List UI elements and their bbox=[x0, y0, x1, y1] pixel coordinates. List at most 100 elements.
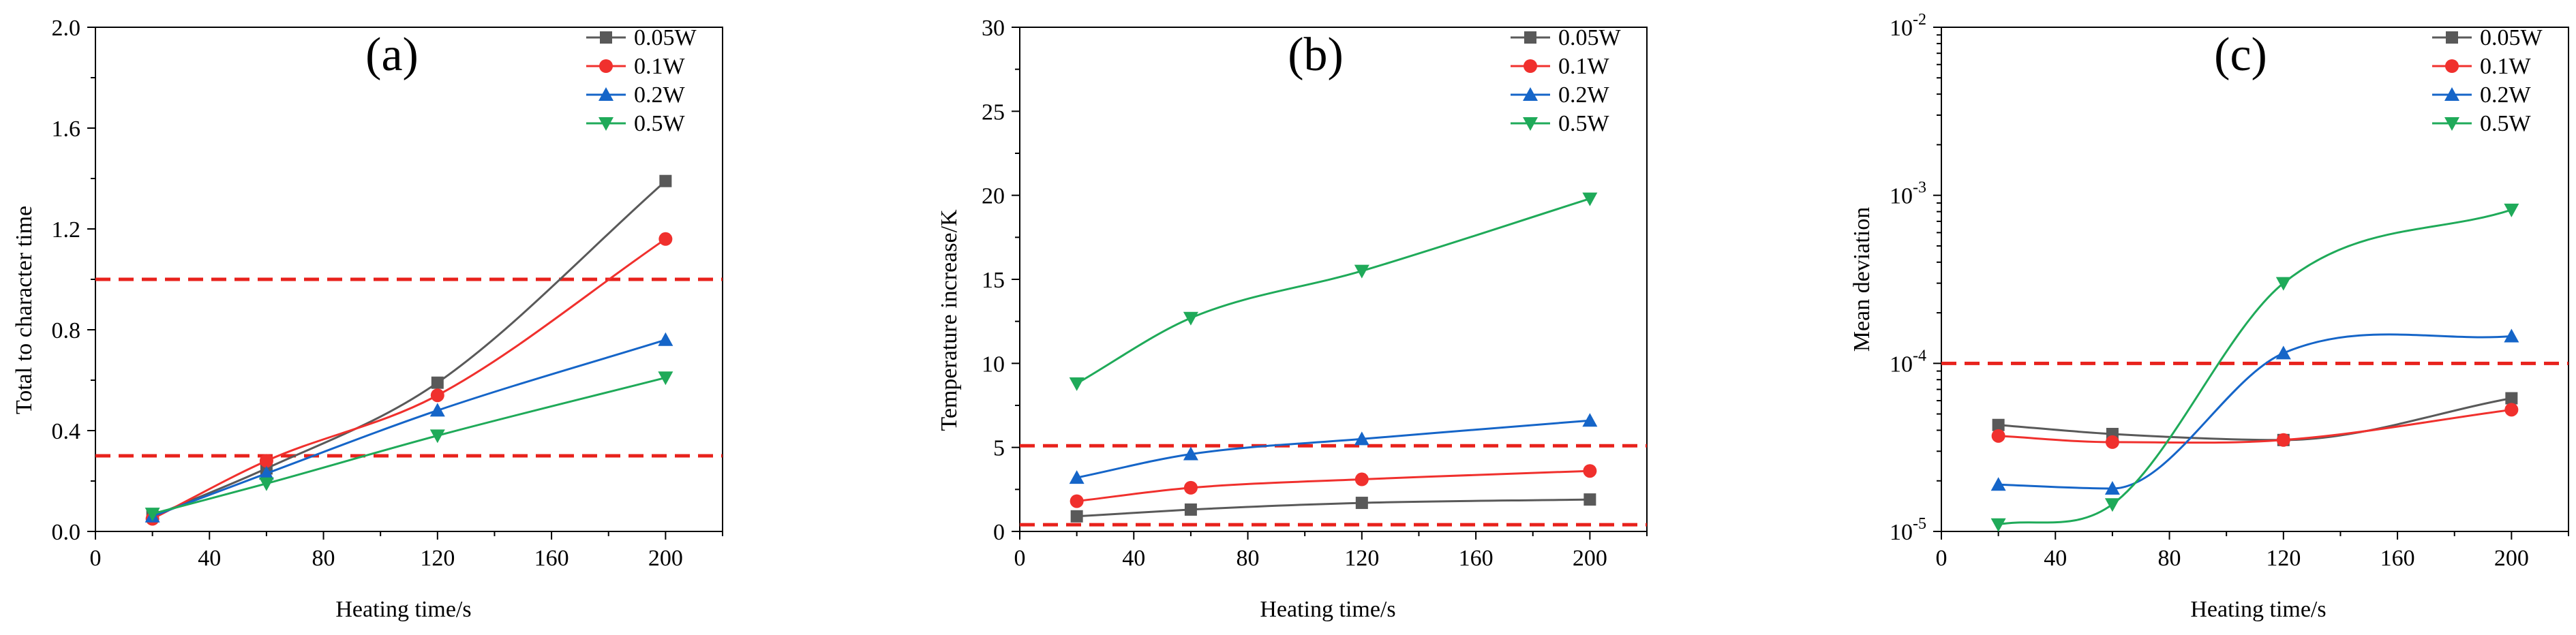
panel-a-y-axis-label: Total to character time bbox=[12, 206, 37, 414]
panel-a-legend-label: 0.2W bbox=[634, 82, 686, 108]
panel-b-data-point-0.1W bbox=[1183, 480, 1198, 495]
panel-c-x-tick-label: 0 bbox=[1936, 546, 1948, 571]
panel-c-y-tick-label: 10-5 bbox=[1890, 515, 1926, 545]
panel-c: 0 40 80 120 160 200 10-5 10-4 10-3 10-2 (c) Heati… bbox=[1849, 11, 2569, 622]
panel-a-reference-lines bbox=[95, 277, 723, 458]
panel-a-data-point-0.1W bbox=[430, 388, 444, 403]
panel-b-series bbox=[1069, 192, 1598, 523]
panel-a-y-tick-label: 1.2 bbox=[52, 217, 81, 243]
panel-c-x-tick-label: 80 bbox=[2158, 546, 2181, 571]
panel-b-x-tick-label: 160 bbox=[1459, 546, 1494, 571]
panel-c-data-point-0.1W bbox=[2504, 403, 2519, 417]
panel-b-data-point-0.1W bbox=[1354, 472, 1369, 486]
panel-a-series-line-0.1W bbox=[151, 238, 667, 520]
panel-b-label: (b) bbox=[1288, 29, 1344, 81]
panel-b-data-point-0.5W bbox=[1354, 264, 1369, 279]
panel-c-data-point-0.2W bbox=[1990, 477, 2006, 491]
panel-a-data-point-0.1W bbox=[658, 232, 673, 246]
panel-b-y-tick-label: 10 bbox=[982, 352, 1005, 377]
panel-c-data-point-0.05W bbox=[1992, 418, 2005, 431]
panel-b-x-tick-label: 120 bbox=[1344, 546, 1379, 571]
panel-b-legend-label: 0.5W bbox=[1558, 111, 1610, 136]
panel-b-data-point-0.5W bbox=[1069, 377, 1085, 391]
panel-a-data-point-0.5W bbox=[145, 508, 160, 522]
panel-c-x-axis-label: Heating time/s bbox=[2190, 597, 2326, 622]
panel-a-legend-marker-0.1W bbox=[599, 59, 613, 73]
panel-b-data-point-0.2W bbox=[1069, 470, 1085, 484]
panel-b-data-point-0.05W bbox=[1355, 497, 1368, 510]
panel-b-y-tick-label: 0 bbox=[993, 520, 1005, 545]
panel-a-series-line-0.05W bbox=[152, 180, 667, 518]
panel-b-data-point-0.2W bbox=[1582, 413, 1598, 427]
panel-b-data-point-0.5W bbox=[1183, 311, 1198, 326]
panel-a-data-point-0.5W bbox=[429, 429, 445, 444]
panel-b-data-point-0.1W bbox=[1070, 494, 1084, 508]
panel-b-data-point-0.05W bbox=[1184, 503, 1197, 516]
panel-a-legend-label: 0.1W bbox=[634, 54, 686, 79]
panel-a-y-tick-label: 1.6 bbox=[52, 117, 81, 142]
panel-b-series-line-0.5W bbox=[1076, 198, 1590, 385]
panel-c-legend-marker-0.2W bbox=[2444, 87, 2459, 101]
panel-b-y-axis-label: Temperature increase/K bbox=[937, 209, 962, 431]
panel-c-legend-label: 0.2W bbox=[2480, 82, 2532, 108]
panel-c-legend-label: 0.05W bbox=[2480, 25, 2543, 50]
panel-b-legend-marker-0.5W bbox=[1523, 117, 1538, 131]
panel-b-legend-label: 0.2W bbox=[1558, 82, 1610, 108]
panel-b-legend: 0.05W 0.1W 0.2W 0.5W bbox=[1511, 25, 1622, 136]
panel-a-x-tick-label: 80 bbox=[312, 546, 335, 571]
panel-a-label: (a) bbox=[365, 29, 419, 81]
panel-c-data-point-0.1W bbox=[2276, 433, 2290, 447]
panel-a-legend-label: 0.05W bbox=[634, 25, 697, 50]
panel-a-x-tick-label: 0 bbox=[90, 546, 102, 571]
panel-b-x-tick-label: 0 bbox=[1014, 546, 1026, 571]
panel-b-data-point-0.05W bbox=[1584, 493, 1596, 506]
panel-c-legend-marker-0.05W bbox=[2446, 31, 2458, 44]
panel-c-series-line-0.2W bbox=[1998, 333, 2512, 490]
panel-a-legend-label: 0.5W bbox=[634, 111, 686, 136]
panel-a-y-tick-label: 0.8 bbox=[52, 318, 81, 343]
panel-c-data-point-0.5W bbox=[2504, 203, 2519, 217]
panel-a-x-axis-label: Heating time/s bbox=[335, 597, 471, 622]
panel-b-legend-marker-0.2W bbox=[1523, 87, 1538, 101]
panel-b-x-tick-label: 80 bbox=[1237, 546, 1260, 571]
panel-c-y-tick-label: 10-3 bbox=[1890, 179, 1926, 209]
panel-c-y-tick-label: 10-4 bbox=[1890, 347, 1926, 377]
panel-b-reference-lines bbox=[1020, 444, 1647, 527]
panel-a-series-line-0.5W bbox=[152, 376, 666, 515]
panel-c-x-tick-label: 40 bbox=[2044, 546, 2067, 571]
panel-c-x-tick-label: 120 bbox=[2266, 546, 2301, 571]
panel-a-series-line-0.2W bbox=[152, 339, 666, 518]
panel-a-x-tick-label: 160 bbox=[534, 546, 569, 571]
panel-c-series-line-0.1W bbox=[1998, 408, 2512, 444]
panel-c-data-point-0.2W bbox=[2104, 481, 2120, 495]
panel-c-data-point-0.2W bbox=[2275, 345, 2291, 360]
panel-a-data-point-0.5W bbox=[658, 371, 673, 386]
panel-c-legend-marker-0.5W bbox=[2444, 117, 2459, 131]
panel-b-x-axis-label: Heating time/s bbox=[1260, 597, 1395, 622]
panel-b-y-tick-label: 20 bbox=[982, 184, 1005, 209]
panel-a-x-tick-label: 40 bbox=[198, 546, 221, 571]
panel-a-data-point-0.2W bbox=[429, 403, 445, 417]
panel-c-ticks: 0 40 80 120 160 200 10-5 10-4 10-3 10-2 bbox=[1890, 11, 2569, 571]
panel-c-legend-label: 0.1W bbox=[2480, 54, 2532, 79]
panel-c-data-point-0.5W bbox=[1990, 518, 2006, 532]
panel-b-series-line-0.1W bbox=[1076, 469, 1590, 503]
panel-c-data-point-0.05W bbox=[2505, 392, 2518, 405]
panel-b-x-tick-label: 40 bbox=[1122, 546, 1145, 571]
panel-a-ticks: 0 40 80 120 160 200 0.0 0.4 0.8 1.2 1.6 2.0 bbox=[52, 16, 723, 571]
panel-c-data-point-0.5W bbox=[2104, 498, 2120, 512]
panel-b-series-line-0.2W bbox=[1076, 419, 1590, 479]
panel-a-legend-marker-0.5W bbox=[598, 117, 613, 131]
panel-c-data-point-0.5W bbox=[2275, 277, 2291, 291]
panel-a-y-tick-label: 0.0 bbox=[52, 520, 81, 545]
panel-c-data-point-0.2W bbox=[2504, 328, 2519, 343]
panel-c-axes bbox=[1941, 27, 2569, 532]
panel-c-y-axis-label: Mean deviation bbox=[1849, 207, 1875, 352]
panel-a: 0 40 80 120 160 200 0.0 0.4 0.8 1.2 1.6 2.0 (a) Hea… bbox=[12, 16, 723, 622]
panel-c-series-line-0.5W bbox=[1998, 208, 2512, 526]
panel-c-axes-frame bbox=[1941, 27, 2569, 532]
panel-b-series-line-0.05W bbox=[1076, 498, 1590, 518]
panel-c-legend-marker-0.1W bbox=[2445, 59, 2459, 73]
panel-a-data-point-0.5W bbox=[258, 477, 274, 491]
